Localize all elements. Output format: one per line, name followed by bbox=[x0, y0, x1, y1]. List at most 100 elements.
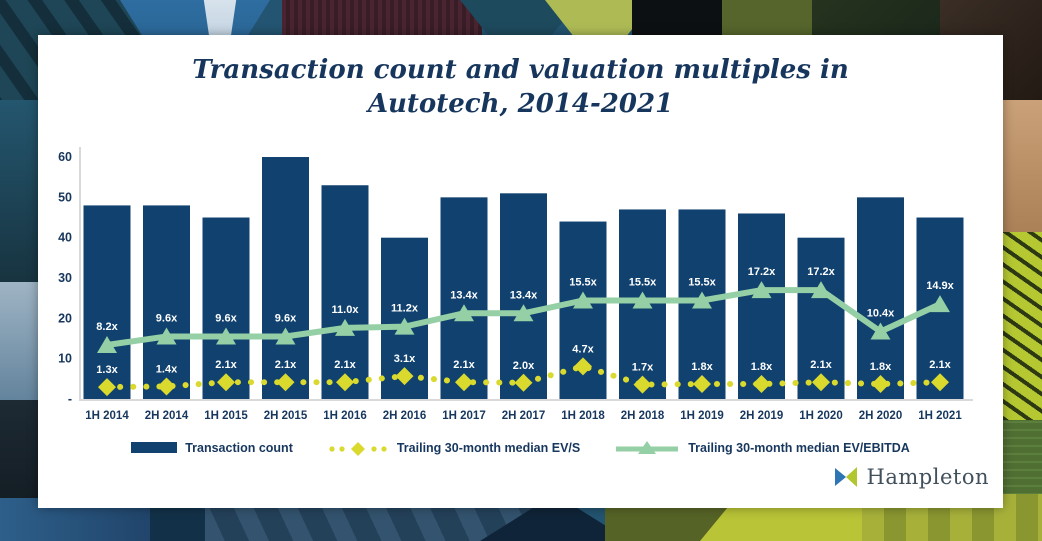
collage-tile bbox=[1000, 100, 1042, 240]
legend-item-transaction-count[interactable]: Transaction count bbox=[131, 441, 293, 455]
bar-2h-2020[interactable] bbox=[857, 197, 904, 399]
y-tick-label: - bbox=[68, 392, 72, 406]
diamond-marker[interactable] bbox=[336, 373, 354, 392]
chart-title-line2: Autotech, 2014-2021 bbox=[367, 89, 674, 120]
x-tick-label: 1H 2017 bbox=[442, 410, 485, 422]
chart-svg: 60 50 40 30 20 10 - 8.2x 9.6x 9.6x 9.6x 11.0x 11.2x 1… bbox=[58, 147, 973, 422]
diamond-marker[interactable] bbox=[157, 377, 176, 396]
y-tick-label: 30 bbox=[58, 271, 72, 285]
legend-label-ev-ebitda: Trailing 30-month median EV/EBITDA bbox=[688, 440, 910, 455]
ev-ebitda-value-label: 10.4x bbox=[867, 308, 895, 320]
triangle-marker[interactable] bbox=[275, 327, 296, 345]
bar-2h-2019[interactable] bbox=[738, 213, 785, 399]
diamond-marker[interactable] bbox=[812, 373, 830, 392]
chart-title: Transaction count and valuation multiple… bbox=[38, 53, 1003, 122]
ev-ebitda-value-label: 9.6x bbox=[275, 312, 297, 324]
bar-2h-2014[interactable] bbox=[143, 205, 190, 399]
chart-card: Transaction count and valuation multiple… bbox=[38, 35, 1003, 508]
x-tick-label: 2H 2019 bbox=[740, 410, 783, 422]
x-tick-label: 2H 2016 bbox=[383, 410, 426, 422]
triangle-marker[interactable] bbox=[870, 322, 891, 340]
diamond-marker[interactable] bbox=[752, 375, 771, 394]
triangle-marker[interactable] bbox=[513, 304, 534, 322]
chart-legend: Transaction count Trailing 30-month medi… bbox=[38, 439, 1003, 456]
x-tick-label: 1H 2015 bbox=[204, 410, 248, 422]
legend-label-ev-s: Trailing 30-month median EV/S bbox=[396, 440, 581, 455]
triangle-marker[interactable] bbox=[454, 304, 474, 322]
ev-s-value-label: 2.1x bbox=[275, 359, 297, 371]
ev-ebitda-value-label: 9.6x bbox=[215, 312, 237, 324]
ev-ebitda-value-label: 8.2x bbox=[96, 321, 118, 333]
dotted-diamond-swatch-icon bbox=[329, 441, 387, 456]
triangle-marker[interactable] bbox=[692, 291, 712, 309]
bar-1h-2016[interactable] bbox=[321, 185, 369, 399]
ev-ebitda-value-label: 13.4x bbox=[450, 289, 478, 301]
diamond-marker[interactable] bbox=[514, 373, 533, 392]
y-tick-label: 50 bbox=[58, 190, 72, 204]
hampleton-logo-icon bbox=[834, 467, 857, 487]
x-tick-label: 1H 2018 bbox=[561, 410, 605, 422]
diamond-marker[interactable] bbox=[455, 373, 473, 392]
legend-label-transaction-count: Transaction count bbox=[185, 440, 293, 455]
triangle-marker[interactable] bbox=[97, 335, 117, 353]
ev-s-value-label: 1.4x bbox=[156, 363, 178, 375]
ev-s-value-label: 3.1x bbox=[394, 353, 416, 365]
diamond-marker[interactable] bbox=[574, 357, 592, 376]
collage-tile bbox=[0, 282, 38, 412]
bar-2h-2015[interactable] bbox=[262, 157, 309, 399]
y-tick-label: 40 bbox=[58, 231, 72, 245]
ev-ebitda-value-label: 15.5x bbox=[569, 276, 597, 288]
diamond-marker[interactable] bbox=[871, 375, 890, 394]
x-tick-label: 2H 2020 bbox=[859, 410, 902, 422]
bar-2h-2017[interactable] bbox=[500, 193, 547, 399]
diamond-marker[interactable] bbox=[395, 367, 414, 386]
triangle-marker[interactable] bbox=[811, 281, 831, 299]
ev-s-value-label: 2.1x bbox=[810, 359, 832, 371]
x-tick-label: 1H 2014 bbox=[85, 410, 129, 422]
x-tick-label: 2H 2018 bbox=[621, 410, 665, 422]
diamond-marker[interactable] bbox=[98, 378, 116, 397]
legend-item-ev-s[interactable]: Trailing 30-month median EV/S bbox=[327, 440, 580, 456]
ev-ebitda-value-label: 11.2x bbox=[391, 303, 419, 315]
ev-s-value-label: 2.1x bbox=[453, 359, 475, 371]
ev-s-value-label: 1.3x bbox=[96, 364, 118, 376]
ev-s-value-label: 2.0x bbox=[513, 360, 535, 372]
y-tick-label: 20 bbox=[58, 311, 72, 325]
hampleton-logo-text: Hampleton bbox=[866, 465, 989, 489]
hampleton-logo[interactable]: Hampleton bbox=[832, 465, 989, 489]
ev-s-value-label: 4.7x bbox=[572, 343, 594, 355]
y-tick-label: 60 bbox=[58, 150, 72, 164]
diamond-marker[interactable] bbox=[633, 375, 652, 394]
triangle-marker[interactable] bbox=[335, 318, 355, 336]
ev-ebitda-value-label: 17.2x bbox=[807, 266, 835, 278]
ev-s-value-label: 1.8x bbox=[870, 361, 892, 373]
x-tick-label: 1H 2016 bbox=[323, 410, 366, 422]
bar-1h-2015[interactable] bbox=[202, 217, 250, 399]
triangle-marker[interactable] bbox=[632, 291, 653, 309]
ev-ebitda-value-label: 11.0x bbox=[332, 304, 360, 316]
triangle-marker[interactable] bbox=[394, 317, 415, 335]
diamond-marker[interactable] bbox=[217, 373, 235, 392]
ev-s-value-label: 1.8x bbox=[691, 361, 713, 373]
chart-title-line1: Transaction count and valuation multiple… bbox=[192, 55, 849, 85]
collage-tile bbox=[996, 232, 1042, 428]
diamond-marker[interactable] bbox=[276, 373, 295, 392]
ev-s-value-label: 2.1x bbox=[929, 359, 951, 371]
diamond-marker[interactable] bbox=[693, 375, 711, 394]
triangle-marker[interactable] bbox=[216, 327, 236, 345]
triangle-marker[interactable] bbox=[573, 291, 593, 309]
diamond-marker[interactable] bbox=[931, 373, 949, 392]
bar-1h-2014[interactable] bbox=[83, 205, 131, 399]
legend-item-ev-ebitda[interactable]: Trailing 30-month median EV/EBITDA bbox=[614, 439, 910, 456]
x-tick-label: 2H 2014 bbox=[145, 410, 189, 422]
ev-s-value-label: 2.1x bbox=[334, 359, 356, 371]
triangle-marker[interactable] bbox=[751, 281, 772, 299]
bar-1h-2017[interactable] bbox=[440, 197, 488, 399]
ev-ebitda-value-label: 15.5x bbox=[629, 276, 657, 288]
y-tick-label: 10 bbox=[58, 352, 72, 366]
bar-swatch-icon bbox=[131, 442, 178, 453]
triangle-marker[interactable] bbox=[156, 327, 177, 345]
x-tick-label: 2H 2015 bbox=[264, 410, 308, 422]
bar-1h-2020[interactable] bbox=[797, 237, 845, 399]
triangle-marker[interactable] bbox=[930, 295, 950, 313]
